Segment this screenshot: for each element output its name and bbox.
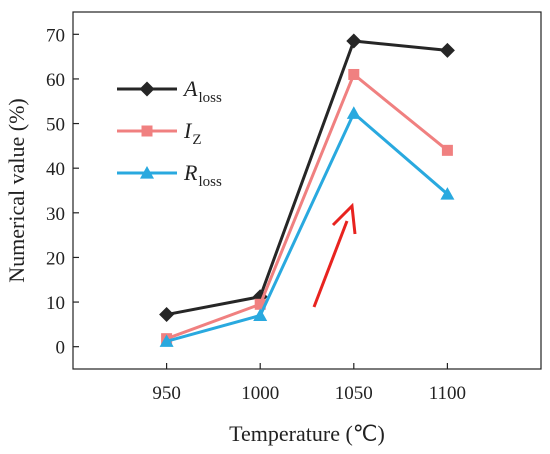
legend-marker: [140, 166, 154, 179]
legend-entry: IZ: [117, 118, 202, 148]
data-point: [254, 298, 266, 310]
y-tick-label: 50: [46, 115, 65, 136]
legend-label: Rloss: [183, 160, 222, 190]
data-point: [348, 68, 360, 80]
series-rloss: [159, 106, 455, 347]
legend-label: IZ: [183, 118, 202, 148]
legend-entry: Aloss: [117, 76, 222, 106]
red-arrow-head: [331, 202, 357, 235]
series-iz: [161, 68, 453, 345]
data-point: [346, 106, 361, 119]
y-tick-label: 10: [46, 293, 65, 314]
y-tick-label: 30: [46, 204, 65, 225]
plot-frame: [72, 11, 542, 370]
legend-marker: [139, 81, 155, 97]
x-tick-label: 950: [152, 383, 181, 404]
x-axis-title: Temperature (℃): [229, 421, 385, 446]
ticks-layer: 950 1000 1050 1100 0 10 20 30 40 50 60 70: [46, 25, 466, 404]
y-tick-label: 60: [46, 70, 65, 91]
series-line: [166, 111, 449, 343]
data-point: [441, 144, 453, 156]
x-tick-label: 1050: [335, 383, 373, 404]
data-point: [346, 33, 362, 49]
series-layer: [159, 33, 455, 347]
red-arrow-shaft: [312, 220, 349, 308]
y-tick-label: 20: [46, 248, 65, 269]
legend-marker: [141, 125, 153, 137]
series-line: [166, 72, 449, 341]
legend-label: Aloss: [182, 76, 222, 106]
annotation-layer: [312, 202, 357, 308]
data-point: [253, 308, 268, 322]
y-axis-title: Numerical value (%): [4, 98, 29, 282]
data-point: [159, 334, 174, 347]
data-point: [439, 42, 455, 58]
data-point: [440, 187, 455, 200]
y-tick-label: 70: [46, 25, 65, 46]
legend: Aloss IZ Rloss: [117, 76, 222, 190]
y-tick-label: 40: [46, 159, 65, 180]
data-point: [159, 307, 175, 323]
y-tick-label: 0: [56, 338, 66, 359]
x-tick-label: 1100: [429, 383, 466, 404]
legend-entry: Rloss: [117, 160, 222, 190]
x-tick-label: 1000: [241, 383, 279, 404]
series-aloss: [159, 33, 455, 323]
series-line: [166, 39, 448, 317]
